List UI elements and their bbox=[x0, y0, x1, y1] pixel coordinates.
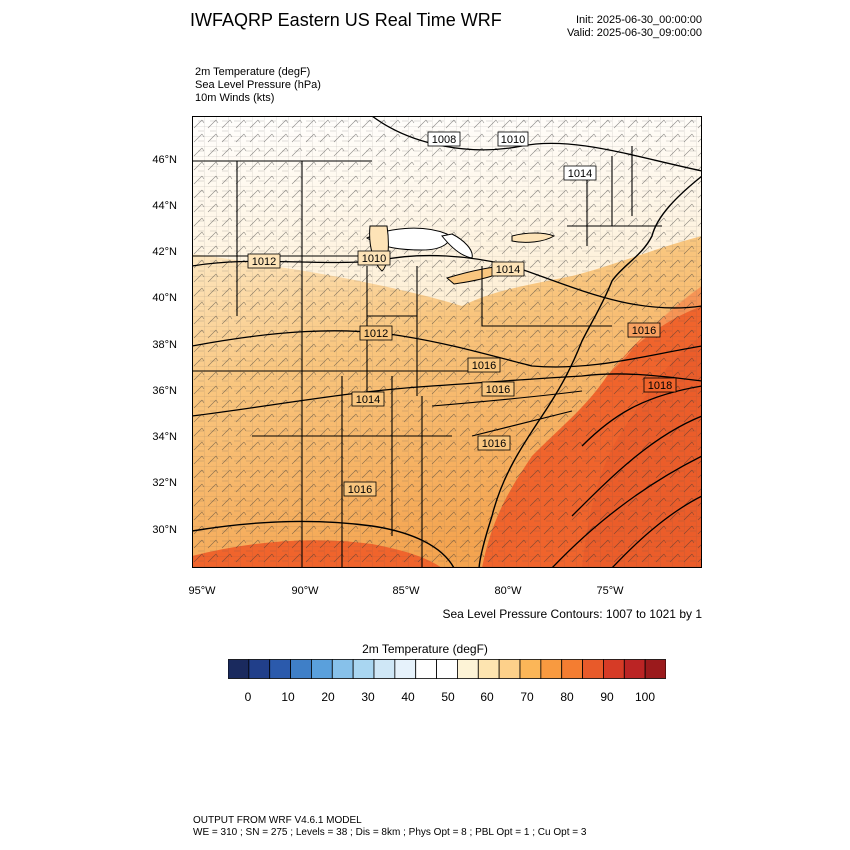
colorbar-swatch bbox=[498, 659, 521, 679]
svg-text:1010: 1010 bbox=[362, 253, 386, 265]
field-winds: 10m Winds (kts) bbox=[195, 92, 275, 104]
isobar-label: 1010 bbox=[497, 131, 529, 147]
colorbar-swatch bbox=[394, 659, 417, 679]
isobar-label: 1016 bbox=[627, 322, 661, 338]
isobar-label: 1008 bbox=[427, 131, 461, 147]
lat-label: 38°N bbox=[152, 339, 177, 351]
colorbar-swatch bbox=[352, 659, 375, 679]
lat-label: 44°N bbox=[152, 200, 177, 212]
isobar-label: 1018 bbox=[643, 377, 677, 393]
lon-label: 80°W bbox=[494, 585, 522, 597]
gulf-coastline bbox=[192, 520, 455, 568]
svg-text:1016: 1016 bbox=[482, 438, 506, 450]
colorbar-swatch bbox=[561, 659, 583, 679]
svg-text:1016: 1016 bbox=[486, 384, 510, 396]
colorbar-label: 0 bbox=[244, 690, 252, 704]
lon-label: 85°W bbox=[392, 585, 420, 597]
colorbar-label: 50 bbox=[441, 690, 455, 704]
colorbar-swatch bbox=[623, 659, 646, 679]
isobar-label: 1012 bbox=[247, 253, 281, 269]
svg-text:1016: 1016 bbox=[632, 325, 656, 337]
temperature-colorbar bbox=[228, 659, 666, 679]
svg-text:1014: 1014 bbox=[356, 394, 380, 406]
lat-label: 36°N bbox=[152, 385, 177, 397]
colorbar-label: 100 bbox=[634, 690, 656, 704]
colorbar-swatch bbox=[603, 659, 625, 679]
svg-text:1008: 1008 bbox=[432, 134, 456, 146]
isobar-label: 1014 bbox=[491, 261, 525, 277]
colorbar-swatch bbox=[373, 659, 396, 679]
isobar-label: 1014 bbox=[351, 391, 385, 407]
colorbar-swatch bbox=[290, 659, 312, 679]
colorbar-swatch bbox=[477, 659, 500, 679]
model-config-footer: WE = 310 ; SN = 275 ; Levels = 38 ; Dis … bbox=[193, 827, 587, 838]
lat-label: 46°N bbox=[152, 154, 177, 166]
colorbar-swatch bbox=[540, 659, 563, 679]
colorbar-label: 30 bbox=[361, 690, 375, 704]
colorbar-swatch bbox=[436, 659, 458, 679]
colorbar-swatch bbox=[644, 659, 666, 679]
svg-text:1012: 1012 bbox=[252, 256, 276, 268]
model-footer: OUTPUT FROM WRF V4.6.1 MODEL bbox=[193, 815, 362, 826]
colorbar-title: 2m Temperature (degF) bbox=[362, 642, 488, 656]
isobar-label: 1012 bbox=[359, 325, 393, 341]
colorbar-swatch bbox=[582, 659, 604, 679]
lon-label: 75°W bbox=[596, 585, 624, 597]
colorbar-swatch bbox=[331, 659, 354, 679]
weather-map: 1008 1010 1014 1012 1010 1014 1012 1016 … bbox=[192, 116, 702, 568]
field-temperature: 2m Temperature (degF) bbox=[195, 66, 311, 78]
colorbar-label: 20 bbox=[321, 690, 335, 704]
colorbar-label: 80 bbox=[560, 690, 574, 704]
map-border bbox=[192, 116, 702, 568]
isobar-label: 1016 bbox=[481, 381, 515, 397]
svg-text:1014: 1014 bbox=[568, 168, 592, 180]
colorbar-swatch bbox=[519, 659, 542, 679]
svg-text:1018: 1018 bbox=[648, 380, 672, 392]
colorbar-label: 60 bbox=[480, 690, 494, 704]
lat-label: 40°N bbox=[152, 292, 177, 304]
isobar-label: 1016 bbox=[343, 481, 377, 497]
lat-label: 42°N bbox=[152, 246, 177, 258]
contour-note: Sea Level Pressure Contours: 1007 to 102… bbox=[442, 607, 703, 621]
colorbar-swatch bbox=[457, 659, 479, 679]
colorbar-swatch bbox=[248, 659, 271, 679]
colorbar-label: 10 bbox=[281, 690, 295, 704]
isobar-label: 1010 bbox=[357, 250, 391, 266]
colorbar-label: 70 bbox=[520, 690, 534, 704]
svg-text:1016: 1016 bbox=[348, 484, 372, 496]
svg-text:1016: 1016 bbox=[472, 360, 496, 372]
lon-label: 95°W bbox=[188, 585, 216, 597]
field-pressure: Sea Level Pressure (hPa) bbox=[195, 79, 321, 91]
svg-text:1010: 1010 bbox=[501, 134, 525, 146]
isobar-label: 1016 bbox=[467, 357, 501, 373]
isobar-label: 1014 bbox=[563, 165, 597, 181]
valid-time: Valid: 2025-06-30_09:00:00 bbox=[567, 27, 702, 39]
state-borders bbox=[192, 146, 662, 568]
colorbar-label: 40 bbox=[401, 690, 415, 704]
colorbar-swatch bbox=[228, 659, 250, 679]
lat-label: 34°N bbox=[152, 431, 177, 443]
colorbar-swatch bbox=[415, 659, 437, 679]
lake-ontario bbox=[511, 232, 556, 243]
lon-label: 90°W bbox=[291, 585, 319, 597]
lat-label: 30°N bbox=[152, 524, 177, 536]
lat-label: 32°N bbox=[152, 477, 177, 489]
isobar-label: 1016 bbox=[477, 435, 511, 451]
svg-text:1012: 1012 bbox=[364, 328, 388, 340]
svg-text:1014: 1014 bbox=[496, 264, 520, 276]
init-time: Init: 2025-06-30_00:00:00 bbox=[576, 14, 702, 26]
colorbar-label: 90 bbox=[600, 690, 614, 704]
colorbar-swatch bbox=[269, 659, 291, 679]
atlantic-coastline bbox=[478, 175, 702, 568]
colorbar-swatch bbox=[311, 659, 333, 679]
map-title: IWFAQRP Eastern US Real Time WRF bbox=[190, 10, 502, 30]
